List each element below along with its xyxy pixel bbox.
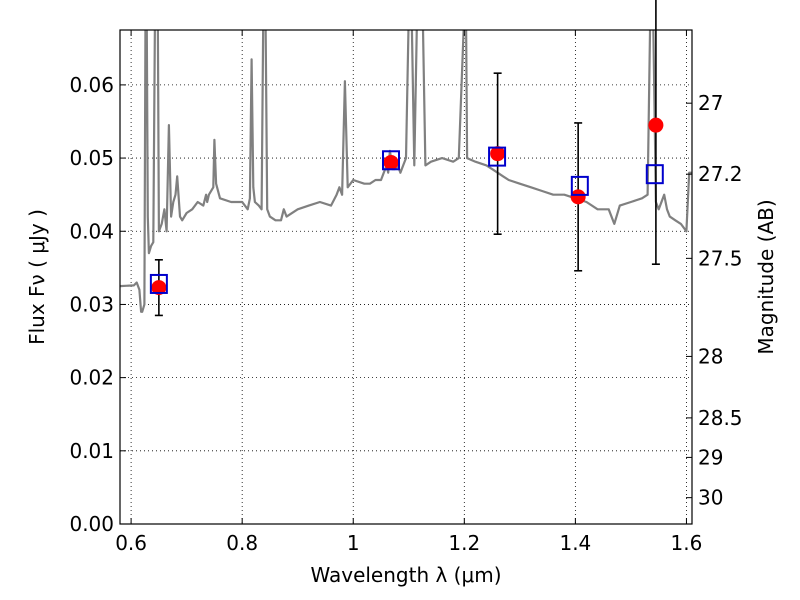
observed-point (490, 146, 506, 162)
y-tick-label: 0.01 (69, 439, 114, 463)
magnitude-tick-label: 29 (698, 445, 723, 469)
x-tick-label: 1.4 (559, 531, 591, 555)
magnitude-tick-labels: 27 27.2 27.5 28 28.5 29 30 (698, 91, 743, 509)
y-tick-label: 0.02 (69, 366, 114, 390)
y-tick-labels: 0.00 0.01 0.02 0.03 0.04 0.05 0.06 (69, 73, 114, 536)
y-tick-label: 0.06 (69, 73, 114, 97)
x-tick-label: 1.2 (448, 531, 480, 555)
magnitude-tick-label: 27 (698, 91, 723, 115)
model-square (488, 146, 507, 167)
observed-point (151, 280, 167, 296)
axis-ticks (120, 30, 692, 525)
model-square (149, 273, 168, 294)
magnitude-tick-label: 30 (698, 486, 723, 510)
grid-lines (120, 30, 692, 524)
x-tick-label: 1 (347, 531, 360, 555)
x-tick-labels: 0.6 0.8 1 1.2 1.4 1.6 (115, 531, 702, 555)
observed-point (570, 189, 586, 205)
observed-point (648, 117, 664, 133)
magnitude-tick-label: 27.2 (698, 162, 743, 186)
x-tick-label: 0.6 (115, 531, 147, 555)
model-square (570, 175, 589, 196)
y-tick-label: 0.04 (69, 219, 114, 243)
model-square (645, 164, 664, 185)
right-axis-label: Magnitude (AB) (754, 199, 778, 354)
magnitude-tick-label: 28.5 (698, 406, 743, 430)
y-axis-label: Flux Fν ( μJy ) (25, 209, 49, 345)
y-tick-label: 0.00 (69, 512, 114, 536)
observed-point (383, 154, 399, 170)
x-tick-label: 1.6 (671, 531, 703, 555)
magnitude-tick-label: 28 (698, 344, 723, 368)
photometry-layer (149, 0, 664, 317)
x-axis-label: Wavelength λ (μm) (310, 563, 501, 587)
y-tick-label: 0.05 (69, 146, 114, 170)
x-tick-label: 0.8 (226, 531, 258, 555)
plot-frame (119, 29, 693, 525)
y-tick-label: 0.03 (69, 292, 114, 316)
model-square (382, 150, 401, 171)
magnitude-tick-label: 27.5 (698, 246, 743, 270)
